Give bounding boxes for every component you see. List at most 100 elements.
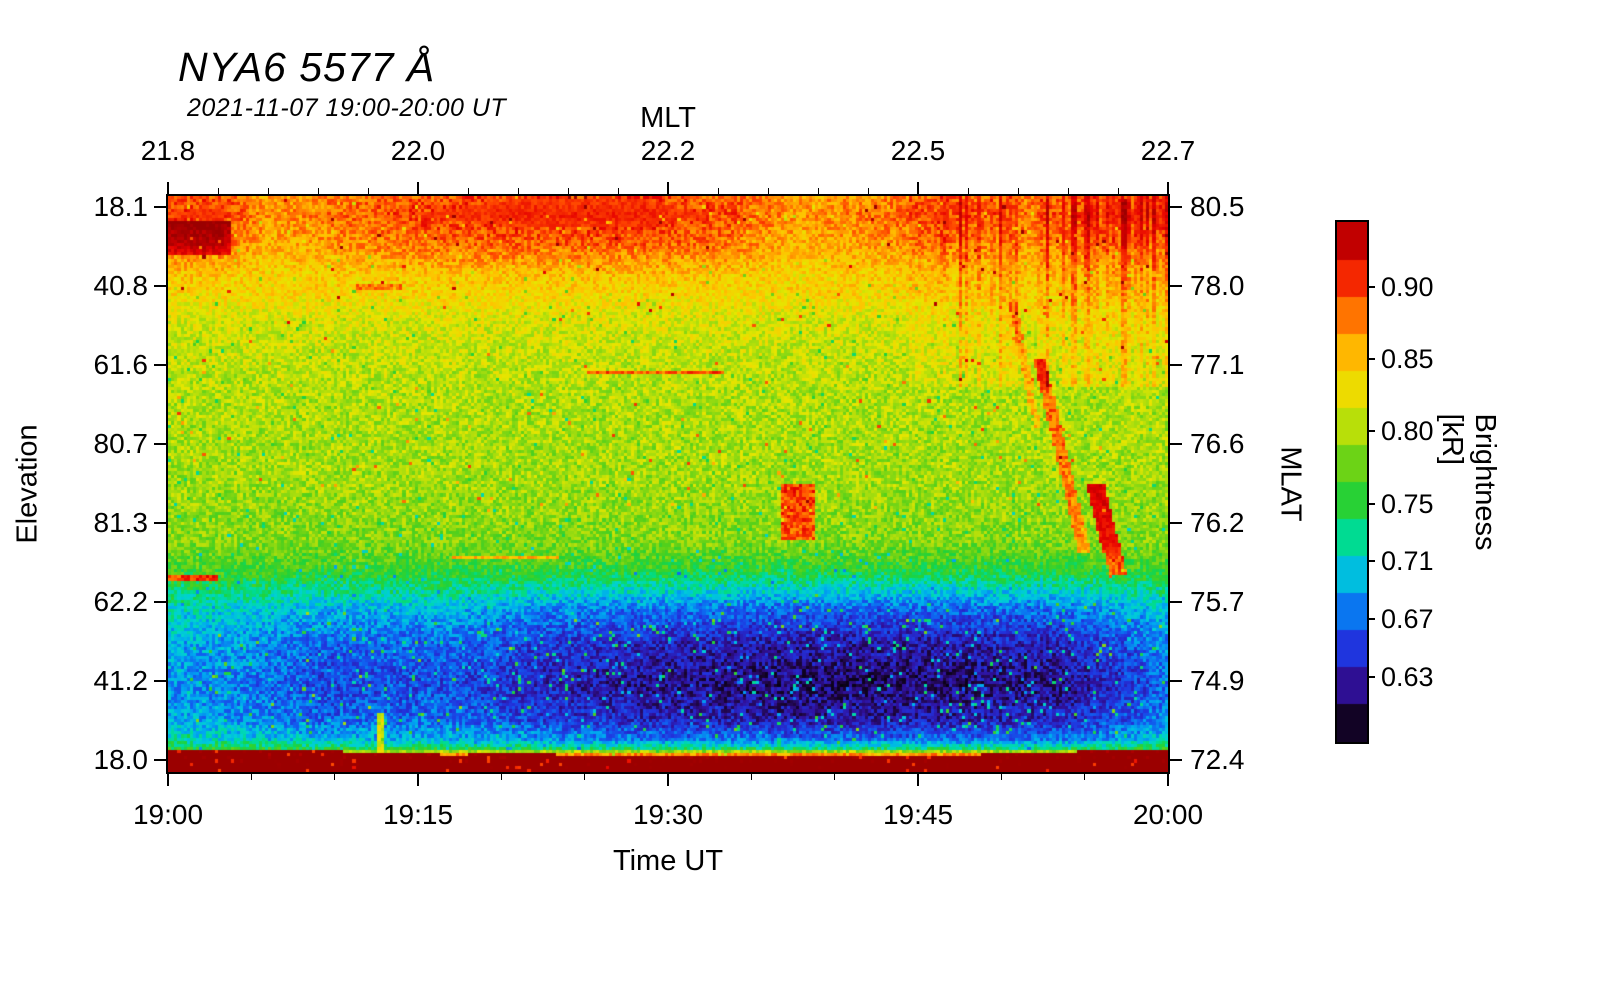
left-tick: [154, 758, 166, 761]
left-tick-label: 62.2: [93, 585, 149, 617]
right-tick: [1170, 758, 1182, 761]
left-tick-label: 61.6: [93, 348, 149, 380]
colorbar-tick-label: 0.67: [1381, 604, 1434, 635]
top-tick-label: 22.5: [890, 135, 946, 166]
right-tick: [1170, 284, 1182, 287]
bottom-tick: [167, 774, 169, 786]
right-tick: [1170, 442, 1182, 445]
bottom-minor-tick: [334, 774, 336, 780]
colorbar-tick-label: 0.75: [1381, 488, 1434, 519]
left-tick-label: 80.7: [93, 427, 149, 459]
right-tick-label: 76.2: [1190, 506, 1245, 538]
colorbar-tick: [1367, 560, 1375, 563]
bottom-axis-label: Time UT: [612, 845, 724, 877]
left-tick: [154, 521, 166, 524]
right-tick-label: 77.1: [1190, 348, 1245, 380]
bottom-tick: [667, 774, 669, 786]
top-axis-label: MLT: [640, 102, 696, 134]
bottom-minor-tick: [250, 774, 252, 780]
right-tick: [1170, 679, 1182, 682]
right-tick-label: 80.5: [1190, 190, 1245, 222]
left-tick-label: 41.2: [93, 664, 149, 696]
bottom-tick-label: 19:00: [132, 799, 204, 830]
left-tick-label: 81.3: [93, 506, 149, 538]
right-tick-label: 78.0: [1190, 269, 1245, 301]
bottom-minor-tick: [834, 774, 836, 780]
colorbar-tick-label: 0.71: [1381, 546, 1434, 577]
colorbar-label: Brightness [kR]: [1436, 413, 1501, 551]
bottom-minor-tick: [1000, 774, 1002, 780]
top-minor-tick: [617, 188, 619, 194]
top-tick: [1167, 182, 1169, 194]
bottom-minor-tick: [750, 774, 752, 780]
top-tick: [167, 182, 169, 194]
top-minor-tick: [267, 188, 269, 194]
left-tick: [154, 679, 166, 682]
right-tick-label: 74.9: [1190, 664, 1245, 696]
right-tick-label: 75.7: [1190, 585, 1245, 617]
right-tick: [1170, 205, 1182, 208]
left-tick-label: 40.8: [93, 269, 149, 301]
top-tick: [667, 182, 669, 194]
left-tick-label: 18.0: [93, 743, 149, 775]
right-tick-label: 72.4: [1190, 743, 1245, 775]
chart-subtitle: 2021-11-07 19:00-20:00 UT: [187, 94, 507, 122]
top-minor-tick: [967, 188, 969, 194]
bottom-tick-label: 19:30: [632, 799, 704, 830]
top-minor-tick: [217, 188, 219, 194]
chart-title: NYA6 5577 Å: [178, 44, 436, 90]
colorbar-tick: [1367, 502, 1375, 505]
bottom-minor-tick: [1084, 774, 1086, 780]
top-tick-label: 22.0: [390, 135, 446, 166]
colorbar-canvas: [1335, 220, 1369, 744]
plot-frame: [166, 194, 1170, 774]
colorbar-tick-label: 0.63: [1381, 662, 1434, 692]
bottom-tick: [417, 774, 419, 786]
bottom-tick-label: 19:15: [382, 799, 454, 830]
colorbar-tick: [1367, 430, 1375, 433]
colorbar-tick: [1367, 618, 1375, 621]
top-minor-tick: [1117, 188, 1119, 194]
left-tick-label: 18.1: [93, 190, 149, 222]
heatmap-canvas: [168, 196, 1168, 772]
bottom-tick-label: 19:45: [882, 799, 954, 830]
top-minor-tick: [367, 188, 369, 194]
top-minor-tick: [567, 188, 569, 194]
top-tick: [917, 182, 919, 194]
bottom-tick: [917, 774, 919, 786]
top-minor-tick: [1017, 188, 1019, 194]
top-minor-tick: [817, 188, 819, 194]
top-tick-label: 22.7: [1140, 135, 1196, 166]
colorbar-tick-label: 0.80: [1381, 416, 1434, 447]
right-tick: [1170, 363, 1182, 366]
right-axis-label: MLAT: [1274, 446, 1307, 522]
left-tick: [154, 442, 166, 445]
colorbar-tick: [1367, 286, 1375, 288]
left-tick: [154, 284, 166, 287]
colorbar-tick: [1367, 358, 1375, 361]
top-tick-label: 21.8: [140, 135, 196, 166]
colorbar-tick: [1367, 676, 1375, 678]
bottom-tick: [1167, 774, 1169, 786]
left-tick: [154, 205, 166, 208]
top-minor-tick: [467, 188, 469, 194]
top-minor-tick: [717, 188, 719, 194]
bottom-minor-tick: [500, 774, 502, 780]
top-tick: [417, 182, 419, 194]
bottom-tick-label: 20:00: [1132, 799, 1204, 830]
bottom-minor-tick: [584, 774, 586, 780]
top-tick-label: 22.2: [640, 135, 696, 166]
colorbar-tick-label: 0.90: [1381, 272, 1434, 302]
left-tick: [154, 600, 166, 603]
top-minor-tick: [1067, 188, 1069, 194]
top-minor-tick: [317, 188, 319, 194]
right-tick-label: 76.6: [1190, 427, 1245, 459]
left-tick: [154, 363, 166, 366]
top-minor-tick: [767, 188, 769, 194]
top-minor-tick: [517, 188, 519, 194]
right-tick: [1170, 600, 1182, 603]
top-minor-tick: [867, 188, 869, 194]
right-tick: [1170, 521, 1182, 524]
colorbar-tick-label: 0.85: [1381, 344, 1434, 375]
